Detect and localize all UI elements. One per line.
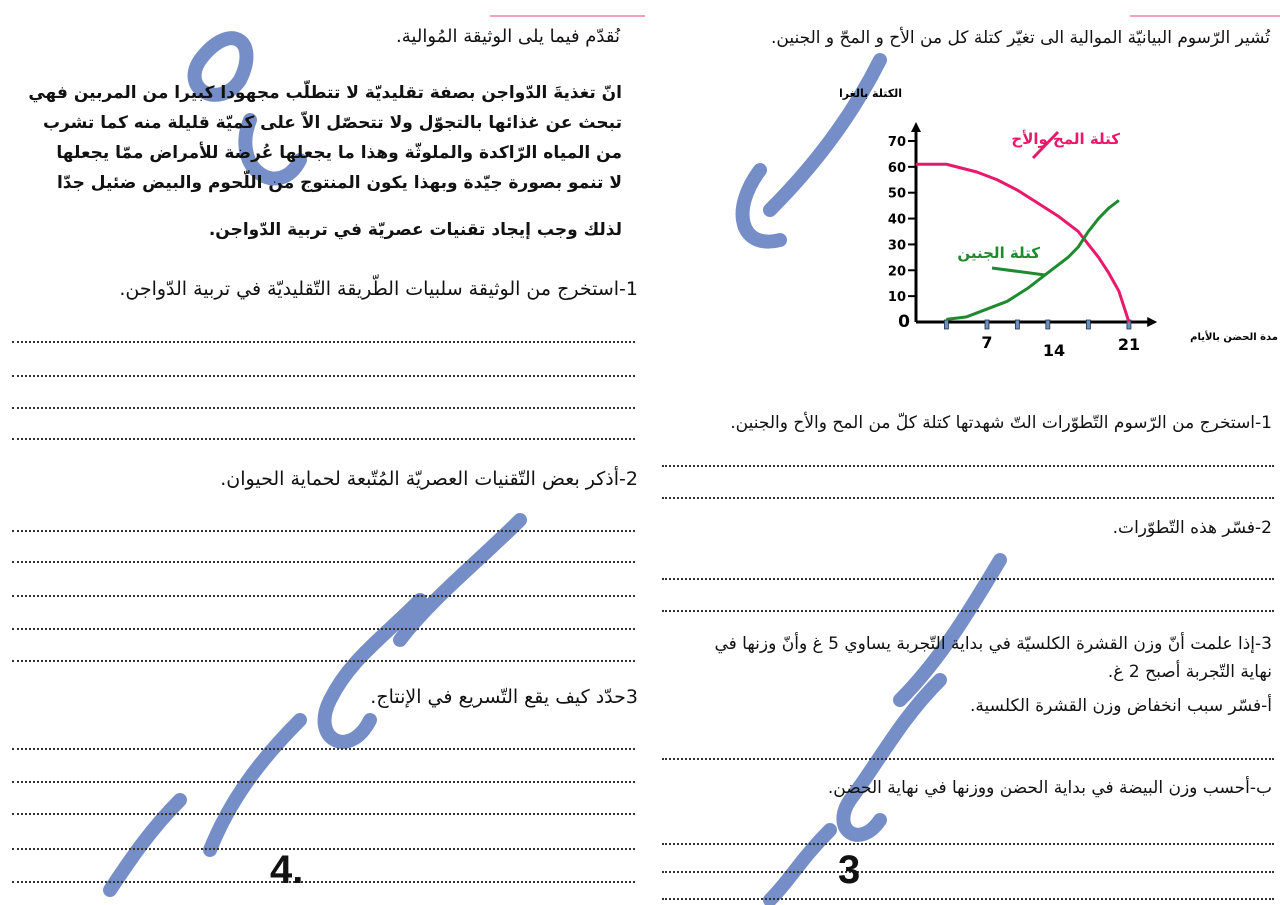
page-number: 3 xyxy=(838,848,861,892)
data-point xyxy=(1108,272,1110,274)
decorative-line xyxy=(490,15,645,17)
data-point xyxy=(1087,230,1089,232)
x-tick-label: 21 xyxy=(1118,335,1140,354)
answer-line[interactable] xyxy=(662,465,1274,467)
right-question-2: 2-فسّر هذه التّطوّرات. xyxy=(1112,518,1272,538)
answer-line[interactable] xyxy=(662,578,1274,580)
y-tick-label: 70 xyxy=(888,135,906,150)
decorative-line xyxy=(1130,15,1280,17)
answer-line[interactable] xyxy=(12,341,635,343)
data-point xyxy=(1108,207,1110,209)
document-line: لا تنمو بصورة جيّدة وبهذا يكون المنتوج م… xyxy=(56,173,622,193)
y-tick-label: 30 xyxy=(888,238,906,253)
answer-line[interactable] xyxy=(662,843,1274,845)
document-line: لذلك وجب إيجاد تقنيات عصريّة في تربية ال… xyxy=(208,220,622,240)
data-point xyxy=(1087,243,1089,245)
data-point xyxy=(1047,272,1049,274)
page-number: 4. xyxy=(270,848,304,892)
data-point xyxy=(966,316,968,318)
document-line: تبحث عن غذائها بالتجوّل ولا تتحصّل الاّ … xyxy=(42,113,622,133)
data-point xyxy=(1016,189,1018,191)
x-tick xyxy=(1045,319,1051,330)
y-tick-label: 0 xyxy=(898,312,910,332)
x-tick xyxy=(1085,319,1091,330)
answer-line[interactable] xyxy=(12,595,635,597)
answer-line[interactable] xyxy=(662,758,1274,760)
answer-line[interactable] xyxy=(12,781,635,783)
answer-line[interactable] xyxy=(12,407,635,409)
x-tick xyxy=(944,319,949,330)
answer-line[interactable] xyxy=(662,497,1274,499)
series-label-yolk: كتلة المح والأح xyxy=(1011,130,1120,148)
left-question-2: 2-أذكر بعض التّقنيات العصريّة المُتّبعة … xyxy=(220,468,638,490)
data-point xyxy=(1027,287,1029,289)
series-label-embryo: كتلة الجنين xyxy=(957,244,1040,262)
y-axis-arrow xyxy=(911,122,921,133)
x-tick-label: 14 xyxy=(1043,341,1065,360)
answer-line[interactable] xyxy=(12,561,635,563)
x-tick xyxy=(984,319,990,330)
data-point xyxy=(1077,246,1079,248)
y-tick-label: 50 xyxy=(888,187,906,202)
data-point xyxy=(1128,321,1130,323)
right-question-3a: أ-فسّر سبب انخفاض وزن القشرة الكلسية. xyxy=(970,696,1272,716)
data-point xyxy=(1006,300,1008,302)
left-question-1: 1-استخرج من الوثيقة سلبيات الطّريقة التّ… xyxy=(119,278,638,300)
answer-line[interactable] xyxy=(12,438,635,440)
right-question-3b: ب-أحسب وزن البيضة في بداية الحضن ووزنها … xyxy=(827,778,1272,798)
label-arrow-yolk xyxy=(1031,130,1060,160)
x-tick-label: 7 xyxy=(981,333,992,352)
x-tick xyxy=(1014,319,1020,330)
data-point xyxy=(996,179,998,181)
data-point xyxy=(1098,218,1100,220)
left-question-3: 3حدّد كيف يقع التّسريع في الإنتاج. xyxy=(370,686,638,708)
answer-line[interactable] xyxy=(12,628,635,630)
answer-line[interactable] xyxy=(12,813,635,815)
answer-line[interactable] xyxy=(12,881,635,883)
data-point xyxy=(986,308,988,310)
label-arrow-embryo xyxy=(991,266,1046,277)
data-point xyxy=(976,171,978,173)
answer-line[interactable] xyxy=(12,375,635,377)
answer-line[interactable] xyxy=(662,898,1274,900)
answer-line[interactable] xyxy=(12,748,635,750)
y-tick-label: 60 xyxy=(888,161,906,176)
series-line-embryo xyxy=(946,199,1120,321)
right-question-3-cont: نهاية التّجربة أصبح 2 غ. xyxy=(1107,662,1272,682)
x-axis-arrow xyxy=(1147,317,1158,327)
data-point xyxy=(1057,215,1059,217)
document-line: من المياه الرّاكدة والملوثّة وهذا ما يجع… xyxy=(56,143,622,163)
data-point xyxy=(1037,202,1039,204)
y-tick-label: 40 xyxy=(888,213,906,228)
answer-line[interactable] xyxy=(662,610,1274,612)
document-line: انّ تغذيةَ الدّواجن بصفة تقليديّة لا تتط… xyxy=(28,83,622,103)
answer-line[interactable] xyxy=(12,848,635,850)
data-point xyxy=(945,318,947,320)
left-intro: نُقدّم فيما يلى الوثيقة المُوالية. xyxy=(396,26,620,47)
answer-line[interactable] xyxy=(12,660,635,662)
y-tick-label: 20 xyxy=(888,264,906,279)
right-question-3: 3-إذا علمت أنّ وزن القشرة الكلسيّة في بد… xyxy=(714,634,1272,654)
answer-line[interactable] xyxy=(662,871,1274,873)
right-intro: تُشير الرّسوم البيانيّة الموالية الى تغي… xyxy=(771,28,1270,48)
data-point xyxy=(945,163,947,165)
x-axis-title: مدة الحضن بالأيام xyxy=(1190,330,1278,343)
data-point xyxy=(1118,290,1120,292)
data-point xyxy=(1077,230,1079,232)
data-point xyxy=(1118,199,1120,201)
answer-line[interactable] xyxy=(12,530,635,532)
data-point xyxy=(915,163,917,165)
y-tick-label: 10 xyxy=(888,290,906,305)
right-question-1: 1-استخرج من الرّسوم التّطوّرات التّ شهدت… xyxy=(730,413,1272,433)
data-point xyxy=(1067,256,1069,258)
data-point xyxy=(1098,256,1100,258)
